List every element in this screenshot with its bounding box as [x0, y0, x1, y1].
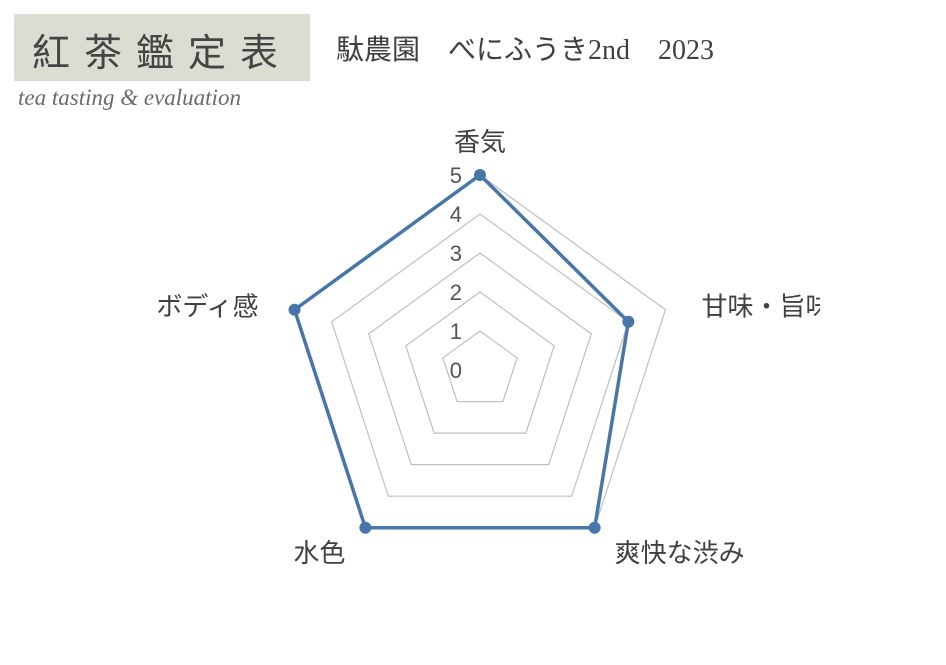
radar-svg: 0 1 2 3 4 5 香気甘味・旨味爽快な渋み 水色 ボディ感: [140, 100, 820, 660]
tick-label: 4: [450, 202, 462, 227]
tick-label: 2: [450, 280, 462, 305]
axis-label: 香気: [454, 128, 506, 157]
radar-chart: 0 1 2 3 4 5 香気甘味・旨味爽快な渋み 水色 ボディ感: [140, 100, 820, 665]
axis-label: 爽快な渋み: [615, 539, 745, 568]
header-text: 駄農園 べにふうき2nd 2023: [336, 28, 714, 68]
tick-label: 3: [450, 241, 462, 266]
logo-block: 紅茶鑑定表 tea tasting & evaluation: [14, 14, 310, 111]
logo-title: 紅茶鑑定表: [32, 22, 292, 77]
tick-label: 0: [450, 358, 462, 383]
tick-label: 1: [450, 319, 462, 344]
tick-label: 5: [450, 163, 462, 188]
axis-label: 甘味・旨味: [701, 293, 820, 322]
axis-label: 水色: [293, 539, 345, 568]
axis-label: ボディ感: [156, 293, 258, 322]
logo-title-box: 紅茶鑑定表: [14, 14, 310, 81]
